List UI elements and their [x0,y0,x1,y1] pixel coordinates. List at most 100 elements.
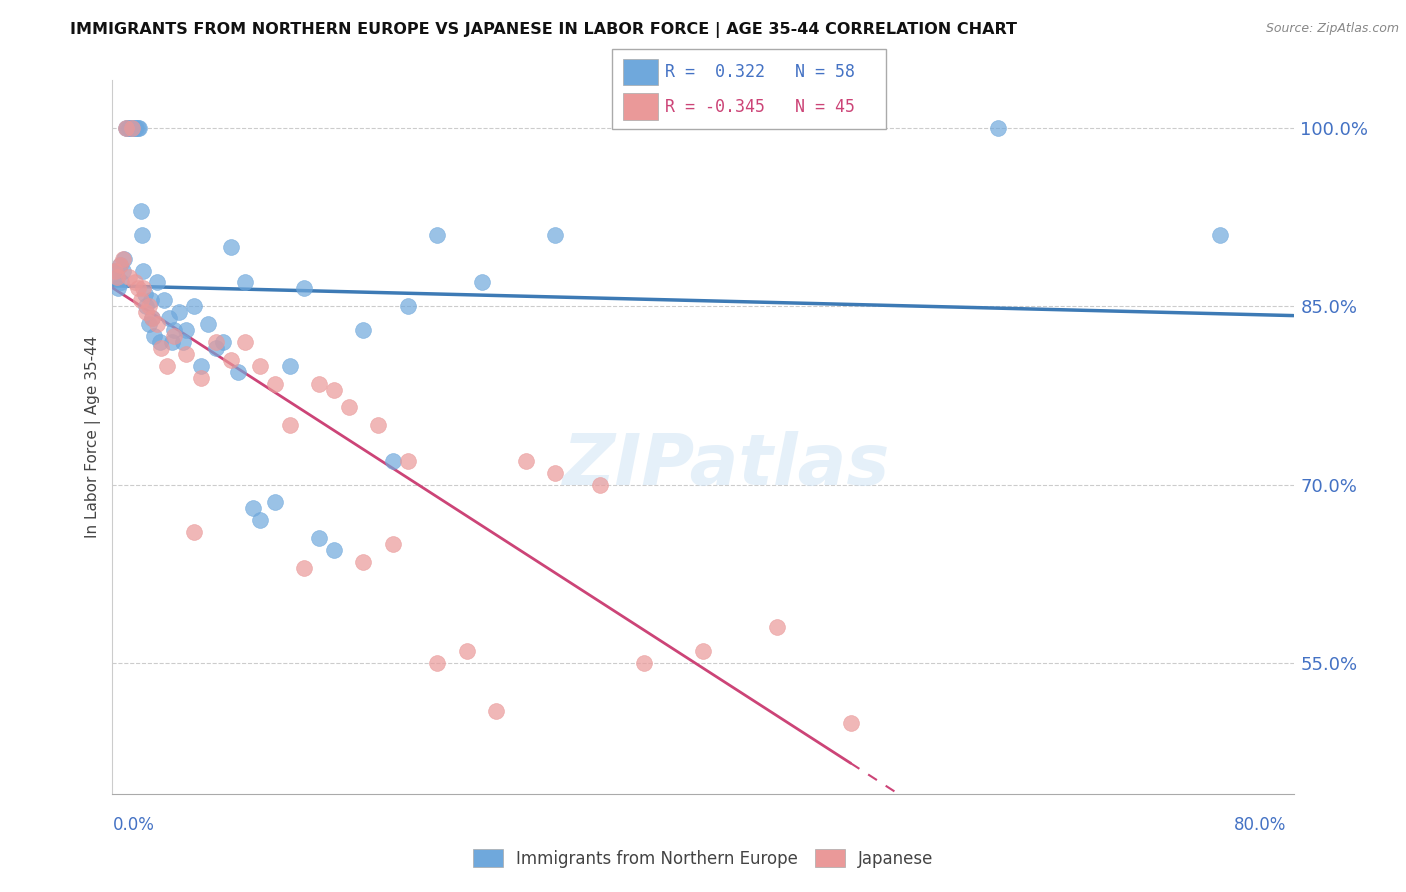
Point [233,334,256,349]
Point [219,240,242,254]
Point [167,305,190,319]
Point [396,454,419,468]
Point [139,293,162,308]
Point [544,227,567,242]
Point [382,537,405,551]
Point [124,120,146,135]
Point [278,359,301,373]
Point [264,495,287,509]
Point [114,120,136,135]
Point [308,376,330,391]
Point [174,347,197,361]
Text: 0.0%: 0.0% [112,816,155,834]
Point [692,644,714,658]
Point [118,269,141,284]
Point [138,317,160,331]
Point [1208,227,1232,242]
Point [157,311,180,326]
Point [104,263,127,277]
Point [456,644,478,658]
Text: 80.0%: 80.0% [1234,816,1286,834]
Point [120,120,142,135]
Point [190,370,212,384]
Point [118,120,141,135]
Point [249,513,271,527]
Point [183,299,205,313]
Point [127,281,149,295]
Point [205,334,228,349]
Text: Source: ZipAtlas.com: Source: ZipAtlas.com [1265,22,1399,36]
Text: ZIPatlas: ZIPatlas [562,431,890,500]
Point [292,561,315,575]
Point [125,120,148,135]
Point [219,352,242,367]
Point [110,276,132,290]
Point [132,263,155,277]
Point [987,120,1010,135]
Point [135,299,157,313]
Point [149,334,172,349]
Point [146,317,169,331]
Point [150,341,173,355]
Point [308,531,330,545]
Point [114,120,136,135]
Point [426,656,449,670]
Point [146,276,169,290]
Point [153,293,176,308]
Point [111,252,134,266]
Point [160,334,183,349]
Point [134,287,156,301]
Point [183,525,205,540]
Point [323,543,346,558]
Point [122,120,145,135]
Point [156,359,179,373]
Point [352,555,374,569]
Point [278,418,301,433]
Point [212,334,235,349]
Point [396,299,419,313]
Point [426,227,449,242]
Point [131,227,153,242]
Point [141,311,163,326]
Point [766,620,789,634]
Point [129,293,152,308]
Point [105,269,128,284]
Legend: Immigrants from Northern Europe, Japanese: Immigrants from Northern Europe, Japanes… [472,849,934,868]
Point [470,276,494,290]
Point [132,281,155,295]
Point [205,341,228,355]
Point [138,299,160,313]
Point [121,120,143,135]
Point [544,466,567,480]
Point [124,276,146,290]
Point [633,656,655,670]
Point [128,120,150,135]
Point [172,334,194,349]
Point [112,252,135,266]
Point [105,269,128,284]
Point [352,323,374,337]
Point [108,258,131,272]
Point [367,418,389,433]
Point [382,454,405,468]
Text: R = -0.345   N = 45: R = -0.345 N = 45 [665,98,855,116]
Text: R =  0.322   N = 58: R = 0.322 N = 58 [665,62,855,80]
Point [233,276,256,290]
Point [323,383,346,397]
Point [117,120,138,135]
Point [839,715,862,730]
Point [163,329,186,343]
Point [292,281,315,295]
Point [104,263,127,277]
Point [242,501,264,516]
Point [107,281,129,295]
Point [337,401,360,415]
Point [163,323,186,337]
Point [264,376,287,391]
Point [226,365,249,379]
Point [485,704,508,718]
Point [174,323,197,337]
Point [515,454,537,468]
Point [197,317,219,331]
Text: IMMIGRANTS FROM NORTHERN EUROPE VS JAPANESE IN LABOR FORCE | AGE 35-44 CORRELATI: IMMIGRANTS FROM NORTHERN EUROPE VS JAPAN… [70,22,1018,38]
